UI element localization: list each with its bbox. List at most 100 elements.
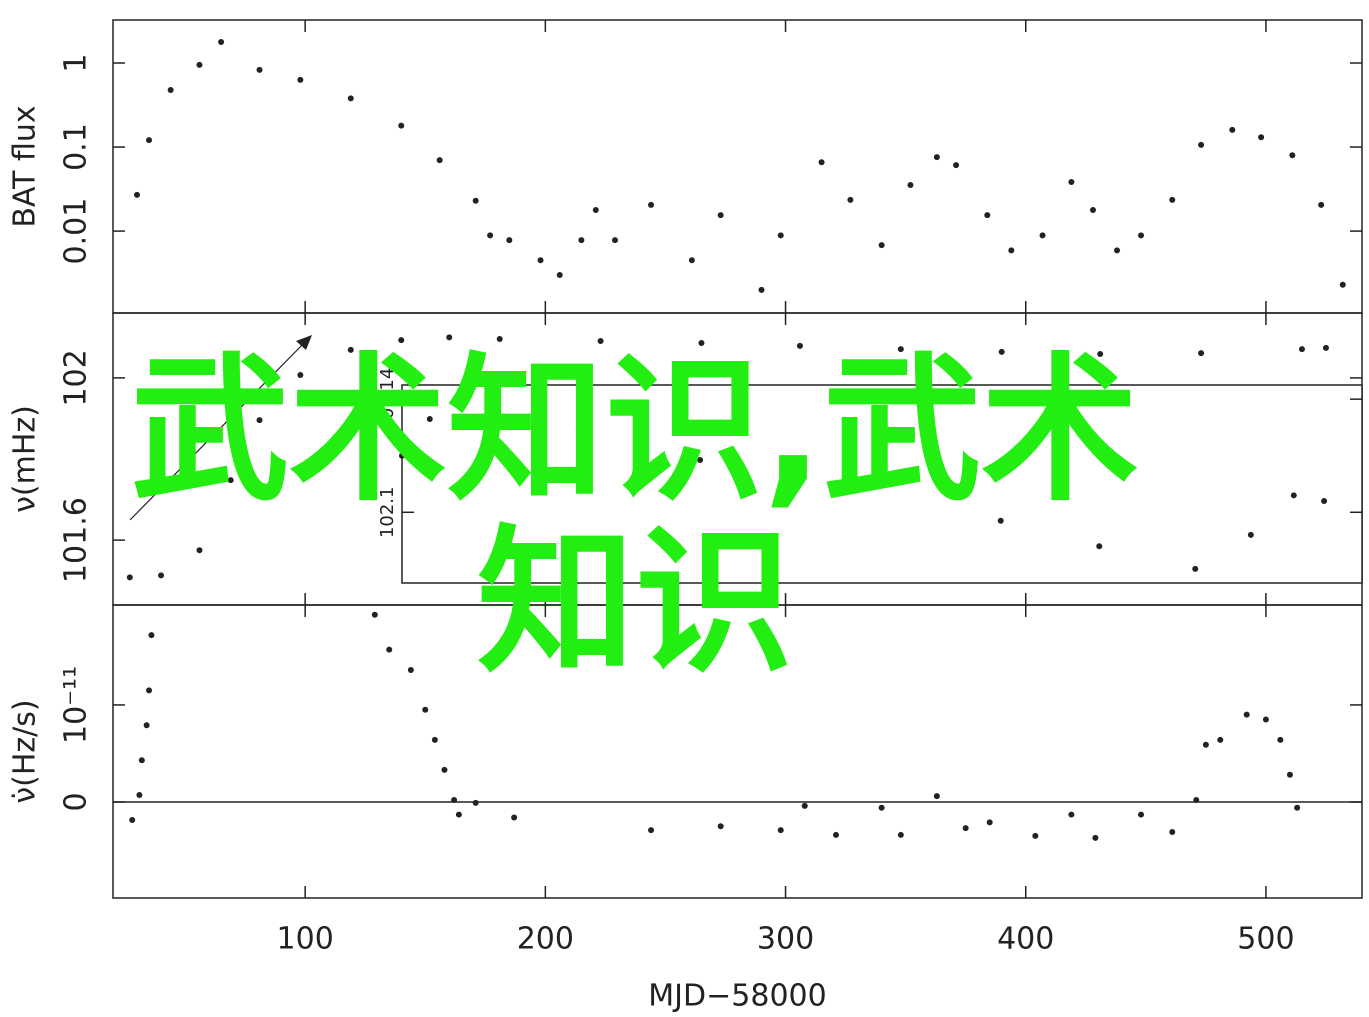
x-tick-label: 100 — [277, 922, 334, 957]
data-point — [1321, 497, 1328, 504]
data-point — [297, 372, 304, 379]
data-point — [986, 819, 993, 826]
data-point — [1247, 531, 1254, 538]
data-point — [878, 804, 885, 811]
data-point — [218, 38, 225, 45]
data-point — [897, 831, 904, 838]
data-point — [801, 802, 808, 809]
y-axis-label: ν(mHz) — [8, 405, 43, 513]
data-point — [933, 793, 940, 800]
data-point — [1217, 736, 1224, 743]
data-point — [398, 337, 405, 344]
data-point — [1096, 543, 1103, 550]
x-tick-label: 200 — [517, 922, 574, 957]
data-point — [997, 517, 1004, 524]
data-point — [256, 417, 263, 424]
data-point — [1068, 178, 1075, 185]
data-point — [698, 340, 705, 347]
data-point — [371, 611, 378, 618]
data-point — [575, 427, 582, 434]
data-point — [1169, 829, 1176, 836]
data-point — [446, 334, 453, 341]
data-point — [1169, 196, 1176, 203]
data-point — [1262, 716, 1269, 723]
data-point — [1258, 134, 1265, 141]
data-point — [1193, 797, 1200, 804]
panel-frame — [112, 19, 1363, 314]
data-point — [347, 346, 354, 353]
y-tick-label: 0 — [59, 792, 94, 811]
y-tick-label: 102.14 — [377, 368, 398, 431]
data-point — [878, 242, 885, 249]
data-point — [158, 572, 165, 579]
data-point — [1277, 736, 1284, 743]
data-point — [1229, 126, 1236, 133]
data-point — [697, 456, 704, 463]
data-point — [1068, 811, 1075, 818]
data-point — [347, 95, 354, 102]
data-point — [1008, 247, 1015, 254]
data-point — [597, 337, 604, 344]
data-point — [933, 154, 940, 161]
data-point — [984, 212, 991, 219]
data-point — [496, 335, 503, 342]
watermark: 武术知识,武术知识 — [130, 339, 1140, 695]
data-point — [847, 196, 854, 203]
data-point — [441, 766, 448, 773]
data-point — [1290, 492, 1297, 499]
data-point — [297, 76, 304, 83]
data-point — [537, 257, 544, 264]
y-tick-label: 10⁻¹¹ — [59, 666, 94, 744]
data-point — [648, 201, 655, 208]
data-point — [472, 799, 479, 806]
x-axis-label: MJD−58000 — [648, 979, 826, 1014]
panel-frame — [112, 604, 1363, 899]
data-point — [1138, 232, 1145, 239]
data-point — [1039, 232, 1046, 239]
y-axis-label: ν̇(Hz/s) — [8, 699, 43, 803]
data-point — [962, 825, 969, 832]
y-tick-label: 101.6 — [59, 497, 94, 583]
data-point — [455, 811, 462, 818]
data-point — [196, 61, 203, 68]
data-point — [126, 574, 133, 581]
data-point — [592, 207, 599, 214]
data-point — [998, 348, 1005, 355]
data-point — [717, 823, 724, 830]
data-point — [777, 827, 784, 834]
y-tick-label: 1 — [59, 53, 94, 72]
data-point — [578, 237, 585, 244]
data-point — [1114, 247, 1121, 254]
data-point — [1202, 741, 1209, 748]
data-point — [143, 722, 150, 729]
data-point — [818, 159, 825, 166]
data-point — [146, 137, 153, 144]
data-point — [1198, 350, 1205, 357]
y-axis-label: BAT flux — [8, 105, 43, 227]
data-point — [832, 831, 839, 838]
data-point — [511, 814, 518, 821]
data-point — [487, 232, 494, 239]
data-point — [758, 286, 765, 293]
data-point — [796, 342, 803, 349]
arrow-head — [296, 335, 312, 350]
data-point — [648, 827, 655, 834]
data-point — [1243, 711, 1250, 718]
data-point — [422, 706, 429, 713]
data-point — [451, 797, 458, 804]
data-point — [136, 791, 143, 798]
data-point — [612, 237, 619, 244]
data-point — [1298, 346, 1305, 353]
data-point — [167, 87, 174, 94]
y-tick-label: 0.1 — [59, 123, 94, 171]
data-point — [196, 547, 203, 554]
data-point — [1294, 804, 1301, 811]
data-point — [407, 667, 414, 674]
data-point — [556, 272, 563, 279]
data-point — [398, 122, 405, 129]
data-point — [431, 736, 438, 743]
arrow — [129, 338, 309, 521]
data-point — [129, 816, 136, 823]
